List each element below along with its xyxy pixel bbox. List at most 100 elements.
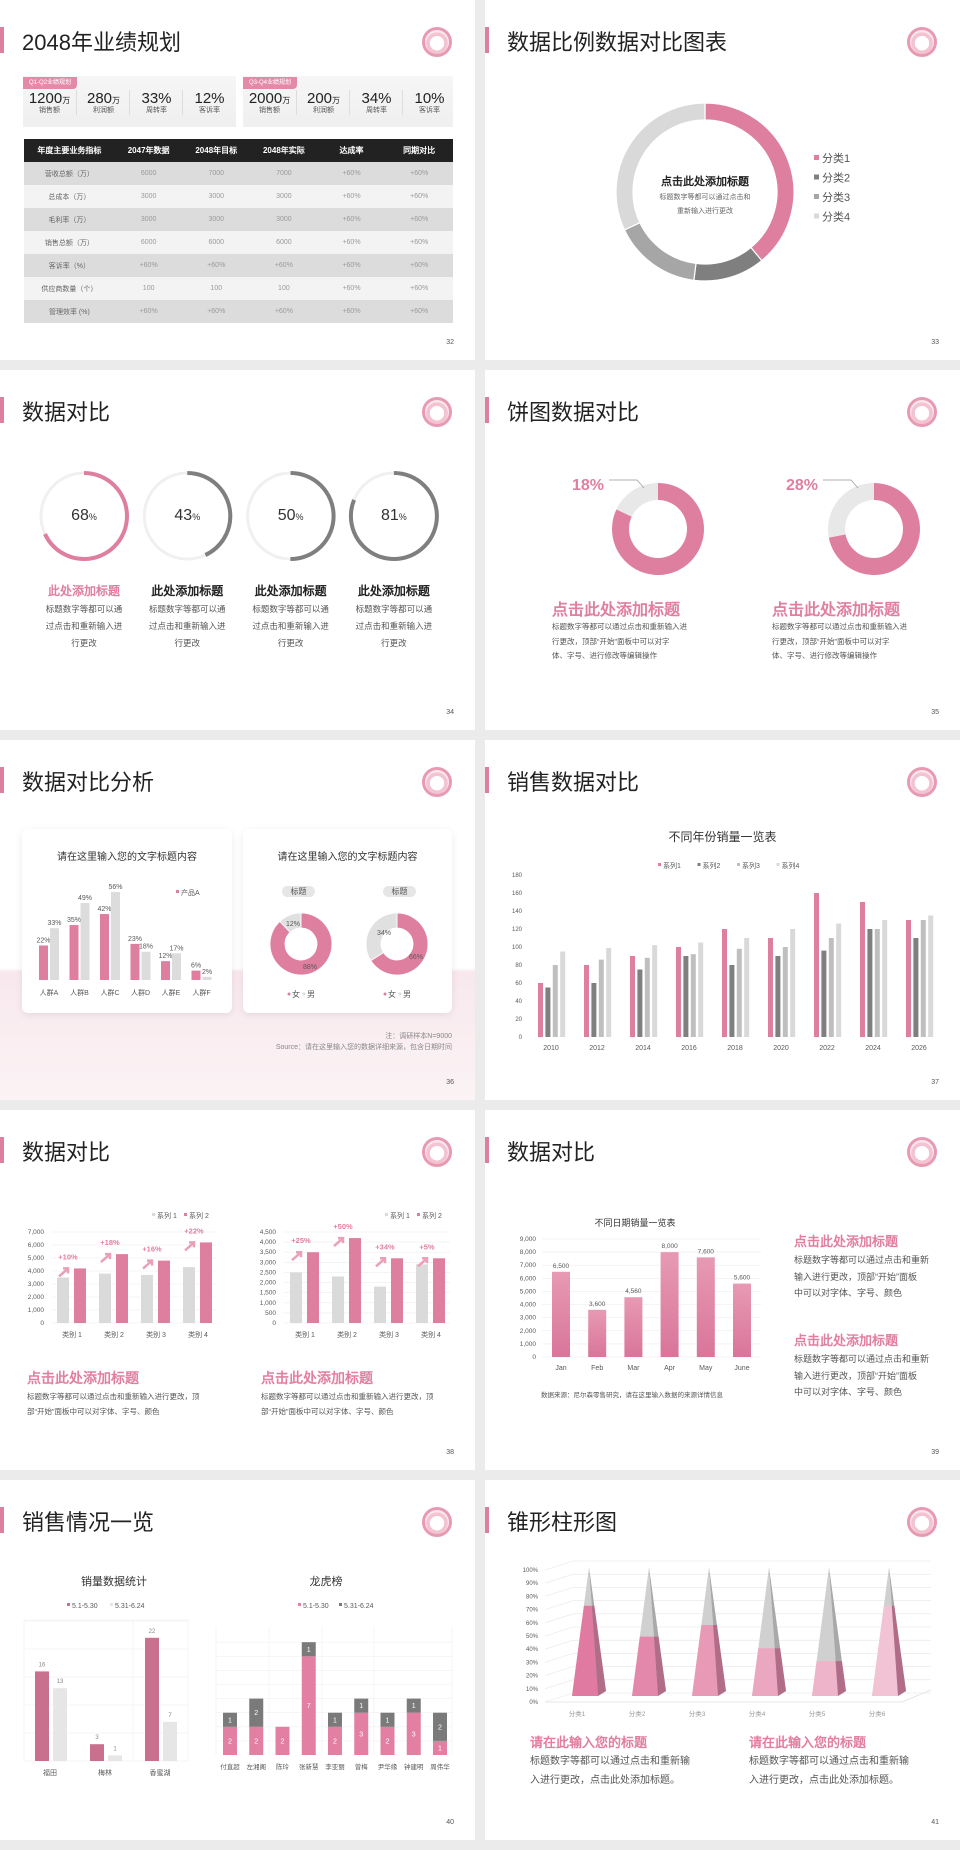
growth-arrow-icon bbox=[184, 1241, 196, 1252]
legend-label: 女 bbox=[388, 989, 396, 999]
donut-chart: 分类1 分类2 分类3 分类4 bbox=[615, 102, 850, 282]
table-cell: 100 bbox=[250, 277, 318, 300]
table-row: 供应商数量（个） 100 100 100 +60% +60% bbox=[24, 277, 453, 300]
bar bbox=[624, 1297, 643, 1357]
legend-swatch bbox=[814, 155, 819, 160]
legend-swatch bbox=[383, 992, 387, 996]
y-axis-tick: 20 bbox=[515, 1017, 522, 1023]
legend-swatch bbox=[697, 863, 701, 866]
bar-segment-period-1 bbox=[223, 1726, 237, 1755]
slide-37[interactable]: 销售数据对比 不同年份销量一览表 0 20 40 60 80 100 120 140 160 18… bbox=[485, 740, 960, 1100]
legend-label: 男 bbox=[307, 990, 315, 999]
y-axis-tick: 3,000 bbox=[28, 1281, 45, 1288]
stat-value-wrap: 10% bbox=[403, 90, 456, 107]
x-axis-label: 人群C bbox=[100, 988, 119, 997]
column-header: 达成率 bbox=[317, 139, 386, 162]
stat-unit: 万 bbox=[332, 96, 341, 105]
logo-icon bbox=[422, 27, 452, 57]
table-cell: 客诉率（%） bbox=[24, 254, 115, 277]
table-row: 管理效率 (%) +60% +60% +60% +60% +60% bbox=[24, 300, 453, 323]
bar-data-label: 7 bbox=[168, 1713, 172, 1719]
ring-progress bbox=[39, 471, 129, 561]
bar-segment-period-2 bbox=[301, 1642, 316, 1657]
donut-segment bbox=[623, 221, 697, 281]
slide-33[interactable]: 数据比例数据对比图表 分类1 分类2 分类3 分类4 点击此处添加标题 标题数字等都可… bbox=[485, 0, 960, 360]
desc-line: 行更改，顶部“开始”面板中可以对字 bbox=[552, 636, 670, 646]
x-axis-label: Jan bbox=[555, 1365, 566, 1372]
table-cell: 管理效率 (%) bbox=[24, 300, 115, 323]
legend-label: 分类1 bbox=[822, 151, 850, 165]
growth-label: +34% bbox=[375, 1242, 395, 1251]
bar bbox=[920, 920, 926, 1037]
stat-value: 34% bbox=[361, 90, 392, 107]
page-number: 38 bbox=[446, 1449, 454, 1456]
stat-item: 2000万 销售额 bbox=[243, 90, 296, 115]
slide-38[interactable]: 数据对比 0 1,000 2,000 3,000 4,000 5,000 6,000 7,00… bbox=[0, 1110, 475, 1470]
y-axis-tick: 100% bbox=[523, 1568, 539, 1574]
ring-title: 此处添加标题 bbox=[151, 584, 224, 598]
y-axis-tick: 7,000 bbox=[28, 1229, 45, 1236]
growth-arrow-icon bbox=[333, 1236, 345, 1248]
ring-unit: % bbox=[398, 512, 407, 522]
gridline bbox=[544, 1626, 931, 1637]
bar-segment-period-1 bbox=[354, 1712, 369, 1755]
bar bbox=[172, 953, 181, 980]
x-axis-label: 人群E bbox=[162, 988, 181, 997]
bar bbox=[860, 902, 865, 1037]
donut-segment-highlight bbox=[827, 483, 874, 538]
chart-title: 龙虎榜 bbox=[309, 1576, 343, 1588]
bar-segment-label: 1 bbox=[333, 1717, 337, 1724]
legend-label: 5.1-5.30 bbox=[72, 1603, 98, 1610]
donut-title-pill: 标题 bbox=[282, 886, 315, 897]
table-cell: 6000 bbox=[114, 231, 183, 254]
bar-data-label: 3 bbox=[95, 1735, 99, 1741]
bar-segment-period-1 bbox=[328, 1726, 342, 1755]
x-axis-label: 人群A bbox=[40, 988, 59, 997]
bar-data-label: 18% bbox=[139, 944, 153, 951]
ring-value: 81 bbox=[380, 507, 399, 524]
legend-swatch bbox=[302, 992, 306, 996]
slide-32[interactable]: 2048年业绩规划 Q1-Q2业绩规划 1200万 销售额 280万 利润额 33% 周转率… bbox=[0, 0, 475, 360]
page-number: 40 bbox=[446, 1819, 454, 1826]
table-cell: +60% bbox=[317, 254, 386, 277]
slide-36[interactable]: 数据对比分析 请在这里输入您的文字标题内容 请在这里输入您的文字标题内容 标题 … bbox=[0, 740, 475, 1100]
table-cell: 销售总额（万） bbox=[24, 231, 115, 254]
slide-40[interactable]: 销售情况一览 销量数据统计 龙虎榜 16 13 福田 3 1 梅林 22 7 香蜜湖 5.1-5.… bbox=[0, 1480, 475, 1840]
y-axis-tick: 2,500 bbox=[260, 1269, 277, 1276]
table-cell: +60% bbox=[385, 277, 453, 300]
chart-title: 销量数据统计 bbox=[81, 1576, 147, 1588]
y-axis-tick: 2,000 bbox=[260, 1280, 277, 1287]
x-axis-label: 付直超 bbox=[220, 1762, 240, 1771]
legend-label: 分类4 bbox=[822, 210, 850, 224]
stat-value: 280 bbox=[86, 90, 113, 107]
bar bbox=[145, 1637, 159, 1761]
legend-label: 女 bbox=[292, 989, 300, 999]
desc-line: 部“开始”面板中可以对字体、字号、颜色 bbox=[261, 1406, 394, 1416]
slide-39[interactable]: 数据对比 不同日期销量一览表 0 1,000 2,000 3,000 4,000 5,00… bbox=[485, 1110, 960, 1470]
bar bbox=[775, 956, 781, 1037]
logo-icon bbox=[422, 767, 452, 797]
x-axis-label: May bbox=[699, 1365, 713, 1372]
bar bbox=[538, 983, 543, 1037]
title-accent-bar bbox=[0, 1507, 4, 1533]
slide-41[interactable]: 锥形柱形图 0% 10% 20% 30% 40% 50% 60% 70% 80% 90% 100% 分… bbox=[485, 1480, 960, 1840]
stat-group: Q1-Q2业绩规划 1200万 销售额 280万 利润额 33% 周转率 12% 客诉率 bbox=[23, 76, 236, 127]
bar-series-2 bbox=[200, 1242, 212, 1323]
stat-group: Q3-Q4业绩规划 2000万 销售额 200万 利润额 34% 周转率 10% 客诉率 bbox=[243, 76, 453, 127]
growth-arrow-icon bbox=[291, 1250, 303, 1262]
bar-data-label: 22 bbox=[149, 1629, 156, 1635]
ring-unit: % bbox=[295, 512, 304, 522]
bar bbox=[729, 965, 735, 1037]
legend-swatch bbox=[814, 213, 819, 219]
bar-segment-period-2 bbox=[354, 1698, 369, 1713]
slide-35[interactable]: 饼图数据对比 18% 28% 点击此处添加标题 标题数字等都可以通过点击和重新输入… bbox=[485, 370, 960, 730]
ring-title: 此处添加标题 bbox=[47, 584, 120, 598]
title-accent-bar bbox=[485, 1137, 489, 1163]
y-axis-tick: 6,000 bbox=[28, 1242, 45, 1249]
bar bbox=[35, 1671, 49, 1761]
donut-segment-main bbox=[828, 483, 920, 575]
slide-34[interactable]: 数据对比 68% 此处添加标题 标题数字等都可以通 过点击和重新输入进 行更改 43% 此处… bbox=[0, 370, 475, 730]
legend-swatch bbox=[287, 992, 291, 996]
desc-line: 行更改 bbox=[71, 638, 97, 648]
growth-label: +10% bbox=[58, 1252, 78, 1261]
